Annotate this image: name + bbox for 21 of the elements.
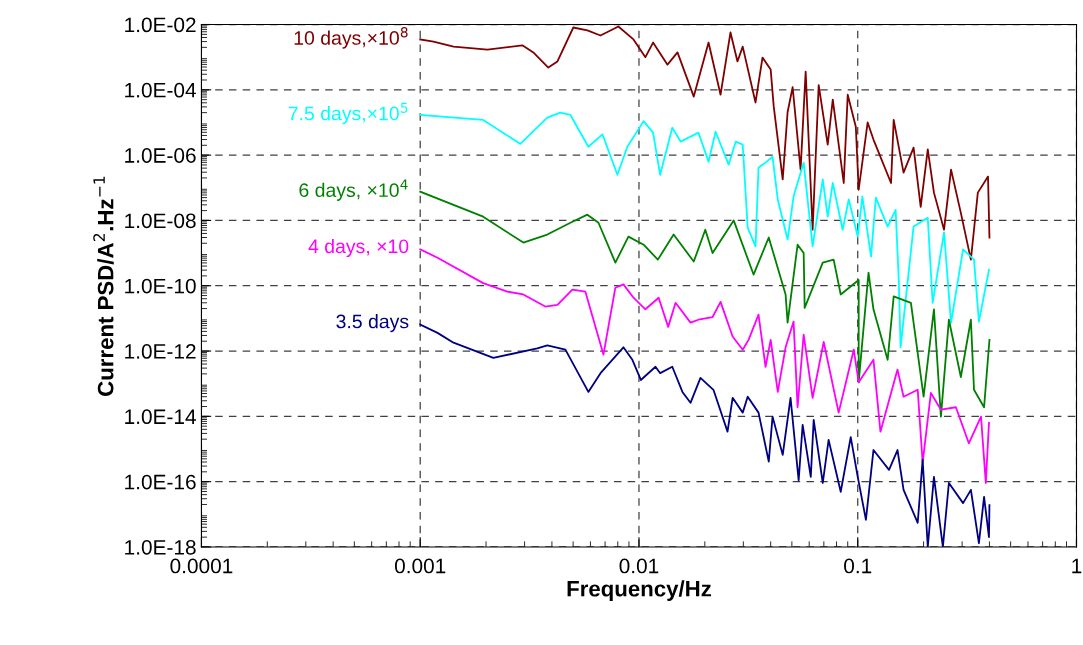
x-tick-label: 1 xyxy=(1072,558,1082,574)
x-tick-label: 0.1 xyxy=(844,558,872,574)
x-axis-title: Frequency/Hz xyxy=(567,580,712,601)
y-tick-label: 1.0E-02 xyxy=(125,17,196,33)
x-tick-label: 0.0001 xyxy=(170,558,233,574)
y-tick-label: 1.0E-04 xyxy=(125,82,196,98)
y-tick-label: 1.0E-12 xyxy=(125,344,196,359)
series-label: 7.5 days,×10$^{5}$ xyxy=(288,102,408,125)
series-label: 4 days, ×10 xyxy=(308,238,409,258)
series-label: 6 days, ×10$^{4}$ xyxy=(299,179,408,201)
y-tick-label: 1.0E-08 xyxy=(125,213,196,229)
y-tick-label: 1.0E-06 xyxy=(125,148,196,163)
series-label: 10 days,×10$^{8}$ xyxy=(294,27,408,49)
y-tick-label: 1.0E-10 xyxy=(125,278,196,294)
x-tick-label: 0.01 xyxy=(619,558,659,574)
series-label: 3.5 days xyxy=(336,314,409,333)
y-tick-label: 1.0E-16 xyxy=(125,474,196,490)
y-tick-label: 1.0E-18 xyxy=(125,539,196,555)
y-axis-title: Current PSD/A$^{2}$.Hz$^{−1}$ xyxy=(93,176,114,396)
x-tick-label: 0.001 xyxy=(394,558,446,574)
y-tick-label: 1.0E-14 xyxy=(125,409,196,425)
